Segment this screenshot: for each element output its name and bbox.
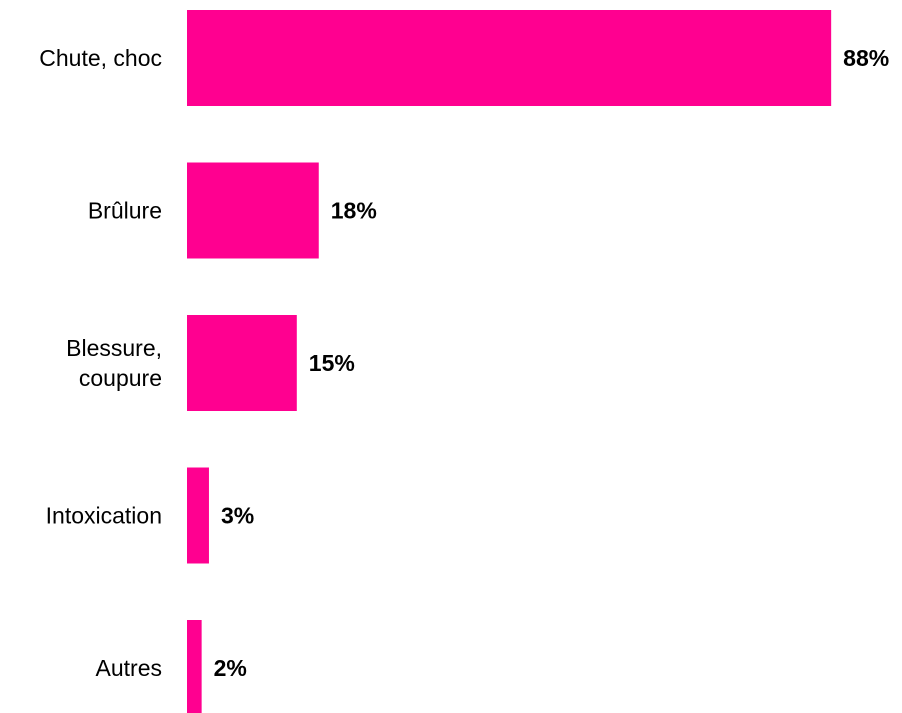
value-label: 3% bbox=[221, 503, 254, 529]
bar bbox=[187, 315, 297, 411]
category-label: Intoxication bbox=[46, 503, 162, 529]
value-labels-group: 88% 18% 15% 3% 2% bbox=[214, 45, 890, 681]
bar bbox=[187, 162, 319, 259]
category-label: Autres bbox=[96, 655, 162, 681]
bar bbox=[187, 467, 209, 564]
value-label: 18% bbox=[331, 198, 377, 224]
bars-group bbox=[187, 10, 832, 713]
bar bbox=[187, 10, 832, 106]
category-label: Chute, choc bbox=[39, 45, 162, 71]
category-label: Brûlure bbox=[88, 198, 162, 224]
value-label: 15% bbox=[309, 350, 355, 376]
category-label: Blessure, coupure bbox=[66, 335, 162, 391]
bar bbox=[187, 620, 202, 713]
value-label: 2% bbox=[214, 655, 247, 681]
category-labels-group: Chute, choc Brûlure Blessure, coupure Intoxi… bbox=[39, 45, 162, 681]
value-label: 88% bbox=[843, 45, 889, 71]
